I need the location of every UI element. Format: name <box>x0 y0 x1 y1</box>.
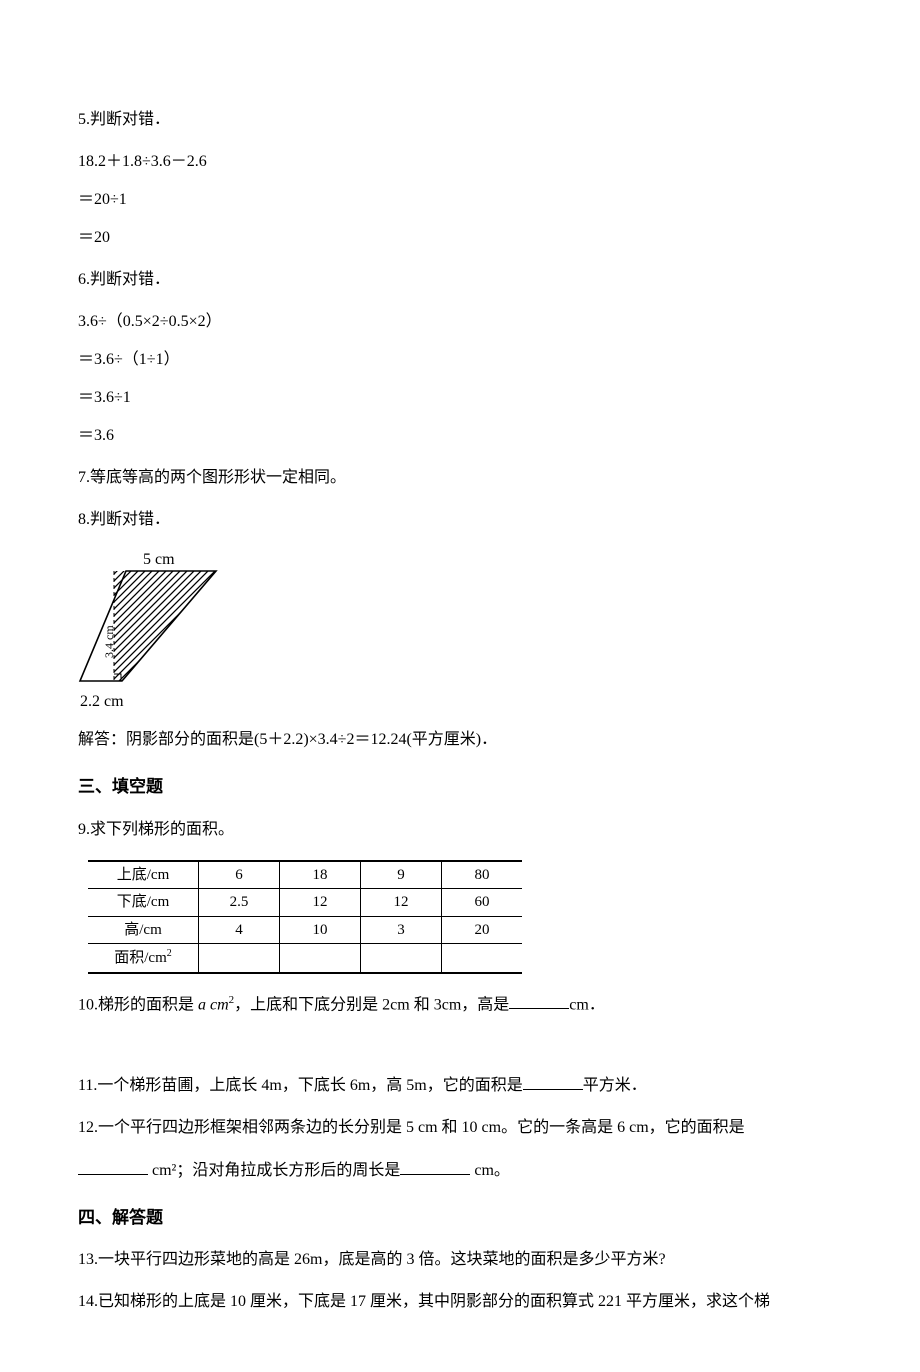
q6-step-1: 3.6÷（0.5×2÷0.5×2） <box>78 310 842 334</box>
rowhead-area: 面积/cm2 <box>88 944 199 973</box>
q13-text: 13.一块平行四边形菜地的高是 26m，底是高的 3 倍。这块菜地的面积是多少平… <box>78 1248 842 1272</box>
q12-line1-pre: 12.一个平行四边形框架相邻两条边的长分别是 5 cm 和 10 cm。它的一条… <box>78 1119 745 1136</box>
cell: 9 <box>361 861 442 889</box>
q6-step-2: ＝3.6÷（1÷1） <box>78 348 842 372</box>
q10-post: cm． <box>569 996 605 1013</box>
cell <box>361 944 442 973</box>
table-row: 高/cm 4 10 3 20 <box>88 916 522 944</box>
page-content: 5.判断对错． 18.2＋1.8÷3.6－2.6 ＝20÷1 ＝20 6.判断对… <box>0 0 920 1372</box>
cell: 18 <box>280 861 361 889</box>
q5-step-1: 18.2＋1.8÷3.6－2.6 <box>78 150 842 174</box>
cell: 12 <box>361 889 442 917</box>
cell <box>442 944 523 973</box>
q11-line: 11.一个梯形苗圃，上底长 4m，下底长 6m，高 5m，它的面积是 平方米． <box>78 1073 842 1098</box>
table-row: 上底/cm 6 18 9 80 <box>88 861 522 889</box>
section4-heading: 四、解答题 <box>78 1205 842 1231</box>
q7-text: 7.等底等高的两个图形形状一定相同。 <box>78 466 842 490</box>
cell: 6 <box>199 861 280 889</box>
cell: 20 <box>442 916 523 944</box>
blank-input[interactable] <box>523 1073 583 1090</box>
rowhead-top: 上底/cm <box>88 861 199 889</box>
q10-var: a cm <box>198 996 229 1013</box>
cell <box>199 944 280 973</box>
cell: 60 <box>442 889 523 917</box>
cell: 12 <box>280 889 361 917</box>
cell: 2.5 <box>199 889 280 917</box>
cell: 80 <box>442 861 523 889</box>
q5-title: 5.判断对错． <box>78 108 842 132</box>
q6-step-4: ＝3.6 <box>78 424 842 448</box>
q14-text: 14.已知梯形的上底是 10 厘米，下底是 17 厘米，其中阴影部分的面积算式 … <box>78 1290 842 1314</box>
q8-fig-bottom-label: 2.2 cm <box>80 690 124 714</box>
cell: 10 <box>280 916 361 944</box>
q10-mid: ，上底和下底分别是 2cm 和 3cm，高是 <box>234 996 509 1013</box>
q6-title: 6.判断对错． <box>78 268 842 292</box>
q9-table: 上底/cm 6 18 9 80 下底/cm 2.5 12 12 60 高/cm … <box>88 860 522 974</box>
q10-line: 10.梯形的面积是 a cm2，上底和下底分别是 2cm 和 3cm，高是cm． <box>78 992 842 1017</box>
q12-line2-post: cm。 <box>470 1162 510 1179</box>
q12-line2-mid: cm²；沿对角拉成长方形后的周长是 <box>148 1162 400 1179</box>
q11-post: 平方米． <box>583 1077 647 1094</box>
q8-answer: 解答：阴影部分的面积是(5＋2.2)×3.4÷2＝12.24(平方厘米)． <box>78 728 842 752</box>
rowhead-height: 高/cm <box>88 916 199 944</box>
q5-step-3: ＝20 <box>78 226 842 250</box>
q11-pre: 11.一个梯形苗圃，上底长 4m，下底长 6m，高 5m，它的面积是 <box>78 1077 523 1094</box>
spacer <box>78 1035 842 1055</box>
squared-superscript: 2 <box>167 948 172 959</box>
cell <box>280 944 361 973</box>
q6-step-3: ＝3.6÷1 <box>78 386 842 410</box>
cell: 4 <box>199 916 280 944</box>
q12-line1: 12.一个平行四边形框架相邻两条边的长分别是 5 cm 和 10 cm。它的一条… <box>78 1116 842 1140</box>
q8-fig-height-label: 3.4 cm <box>100 625 118 658</box>
blank-input[interactable] <box>78 1158 148 1175</box>
q5-step-2: ＝20÷1 <box>78 188 842 212</box>
table-row: 下底/cm 2.5 12 12 60 <box>88 889 522 917</box>
rowhead-area-text: 面积/cm <box>114 950 167 966</box>
q8-title: 8.判断对错． <box>78 508 842 532</box>
q12-line2: cm²；沿对角拉成长方形后的周长是 cm。 <box>78 1158 842 1183</box>
cell: 3 <box>361 916 442 944</box>
section3-heading: 三、填空题 <box>78 774 842 800</box>
rowhead-bottom: 下底/cm <box>88 889 199 917</box>
blank-input[interactable] <box>400 1158 470 1175</box>
q9-title: 9.求下列梯形的面积。 <box>78 818 842 842</box>
q8-figure: 5 cm 3.4 <box>78 550 842 710</box>
table-row: 面积/cm2 <box>88 944 522 973</box>
blank-input[interactable] <box>509 992 569 1009</box>
q10-pre: 10.梯形的面积是 <box>78 996 198 1013</box>
